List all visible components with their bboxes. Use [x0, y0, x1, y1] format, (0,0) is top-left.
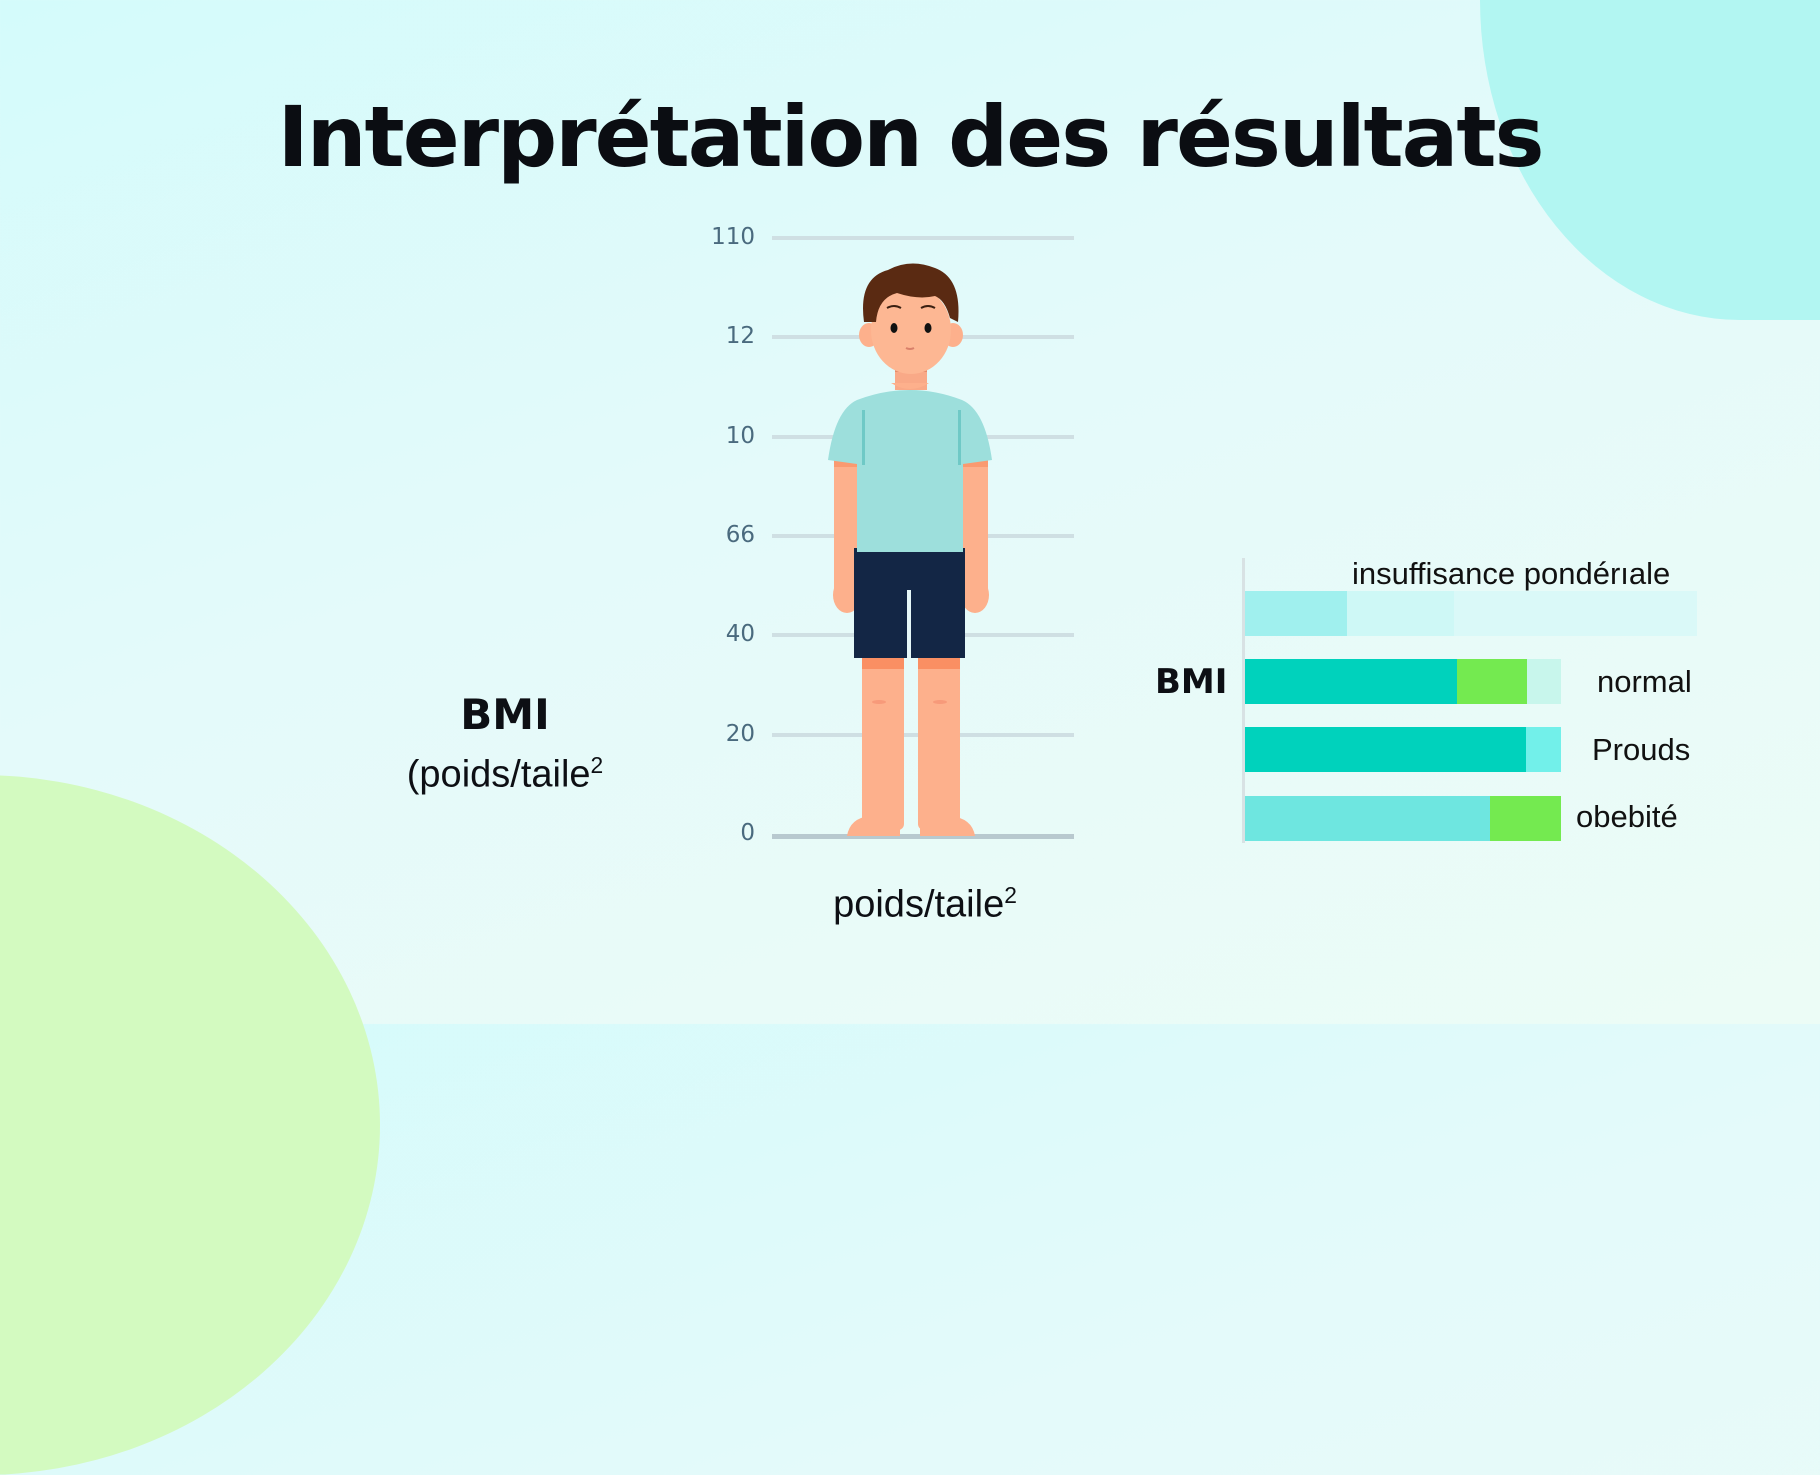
bar-segment: [1490, 796, 1561, 841]
bmi-formula-label: (poids/taile2: [360, 752, 650, 797]
bmi-label: BMI: [460, 690, 550, 739]
bar-label-obesity: obebité: [1576, 799, 1678, 834]
bar-label-normal: normal: [1597, 664, 1692, 699]
y-tick: 10: [725, 423, 755, 449]
bar-segment: [1526, 727, 1561, 772]
person-illustration: [828, 263, 992, 836]
bar-segment: [1457, 659, 1527, 704]
bar-segment: [1347, 591, 1454, 636]
x-axis-label-text: poids/taile: [833, 883, 1005, 926]
bar-row-underweight: [1245, 591, 1697, 636]
bar-chart-ylabel: BMI: [1155, 662, 1228, 702]
bar-label-underweight: insuffisance pondérıale: [1352, 556, 1671, 591]
bar-segment: [1245, 591, 1347, 636]
bmi-formula-superscript: 2: [590, 752, 604, 778]
gridline: [772, 236, 1074, 240]
bmi-formula-text: (poids/taile: [406, 753, 591, 796]
bar-row-obesity: [1245, 796, 1561, 841]
y-tick: 0: [740, 820, 755, 846]
y-tick: 12: [725, 323, 755, 349]
bar-label-overweight: Prouds: [1592, 732, 1691, 767]
y-tick: 20: [725, 721, 755, 747]
page-title: Interprétation des résultats: [277, 88, 1545, 186]
y-tick: 66: [725, 522, 755, 548]
bar-chart-axis: [1242, 558, 1245, 843]
y-tick: 110: [711, 224, 755, 250]
x-axis-label: poids/taile2: [760, 882, 1090, 927]
bar-segment: [1245, 727, 1526, 772]
x-axis-label-superscript: 2: [1004, 882, 1017, 908]
y-tick: 40: [725, 621, 755, 647]
bar-segment: [1245, 796, 1490, 841]
baseline: [772, 834, 1074, 839]
bar-row-normal: [1245, 659, 1561, 704]
bar-segment: [1527, 659, 1561, 704]
bar-row-overweight: [1245, 727, 1561, 772]
bar-segment: [1454, 591, 1697, 636]
bar-segment: [1245, 659, 1457, 704]
